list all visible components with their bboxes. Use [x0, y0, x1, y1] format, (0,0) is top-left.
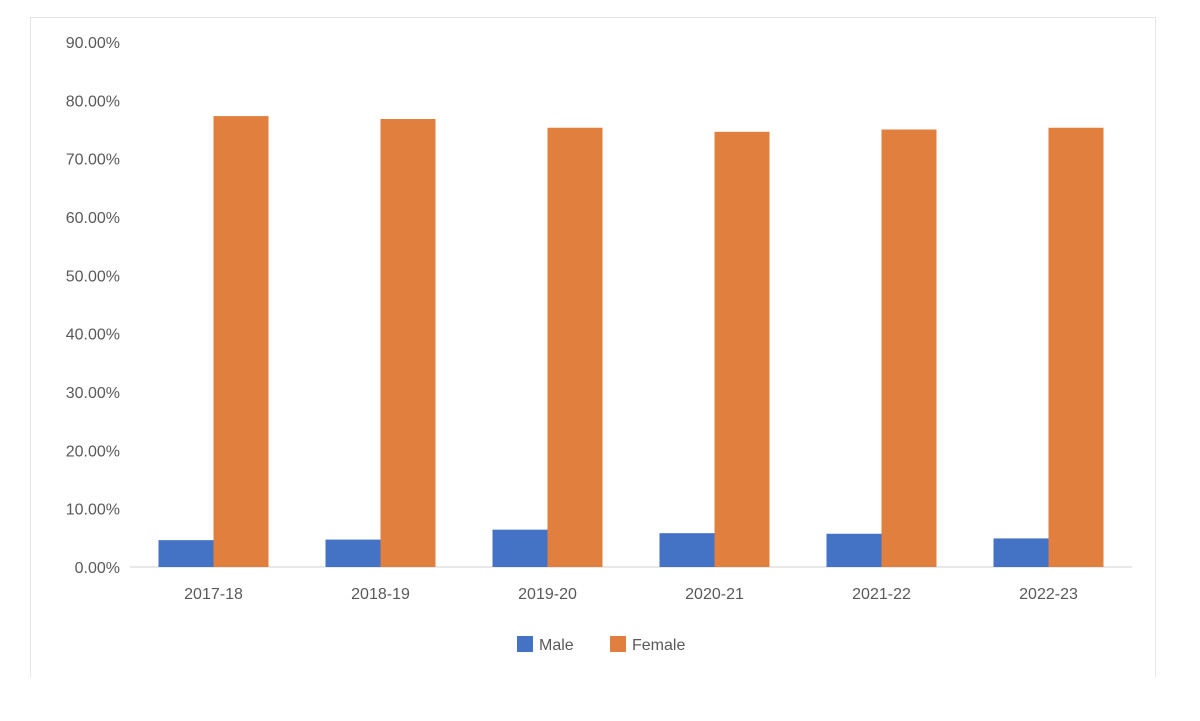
y-tick-label: 30.00% — [66, 385, 120, 402]
bar-male-2021-22 — [826, 533, 882, 567]
x-category-label: 2021-22 — [852, 586, 911, 603]
bar-female-2021-22 — [881, 129, 937, 567]
bar-female-2018-19 — [380, 119, 436, 567]
y-tick-label: 40.00% — [66, 327, 120, 344]
y-tick-label: 50.00% — [66, 268, 120, 285]
y-tick-label: 0.00% — [75, 560, 120, 577]
bar-male-2019-20 — [492, 529, 548, 567]
x-category-label: 2017-18 — [184, 586, 243, 603]
y-tick-label: 10.00% — [66, 502, 120, 519]
x-category-label: 2018-19 — [351, 586, 410, 603]
x-axis-labels: 2017-18 2018-19 2019-20 2020-21 2021-22 2022-… — [184, 586, 1078, 603]
bar-male-2020-21 — [659, 533, 715, 567]
bars — [158, 116, 1104, 568]
legend: Male Female — [517, 636, 685, 654]
y-tick-label: 90.00% — [66, 35, 120, 52]
x-category-label: 2020-21 — [685, 586, 744, 603]
legend-swatch-male — [517, 636, 533, 652]
bar-female-2022-23 — [1048, 127, 1104, 567]
legend-label-female: Female — [632, 637, 685, 654]
legend-swatch-female — [610, 636, 626, 652]
bar-female-2017-18 — [213, 116, 269, 567]
bar-female-2019-20 — [547, 127, 603, 567]
y-tick-label: 20.00% — [66, 443, 120, 460]
y-tick-label: 60.00% — [66, 210, 120, 227]
x-category-label: 2019-20 — [518, 586, 577, 603]
bar-male-2022-23 — [993, 538, 1049, 567]
y-tick-label: 80.00% — [66, 93, 120, 110]
legend-label-male: Male — [539, 637, 574, 654]
x-category-label: 2022-23 — [1019, 586, 1078, 603]
bar-male-2018-19 — [325, 539, 381, 567]
y-axis-labels: 0.00% 10.00% 20.00% 30.00% 40.00% 50.00% 60.00… — [66, 35, 120, 577]
bar-male-2017-18 — [158, 540, 214, 567]
bar-female-2020-21 — [714, 131, 770, 568]
y-tick-label: 70.00% — [66, 152, 120, 169]
